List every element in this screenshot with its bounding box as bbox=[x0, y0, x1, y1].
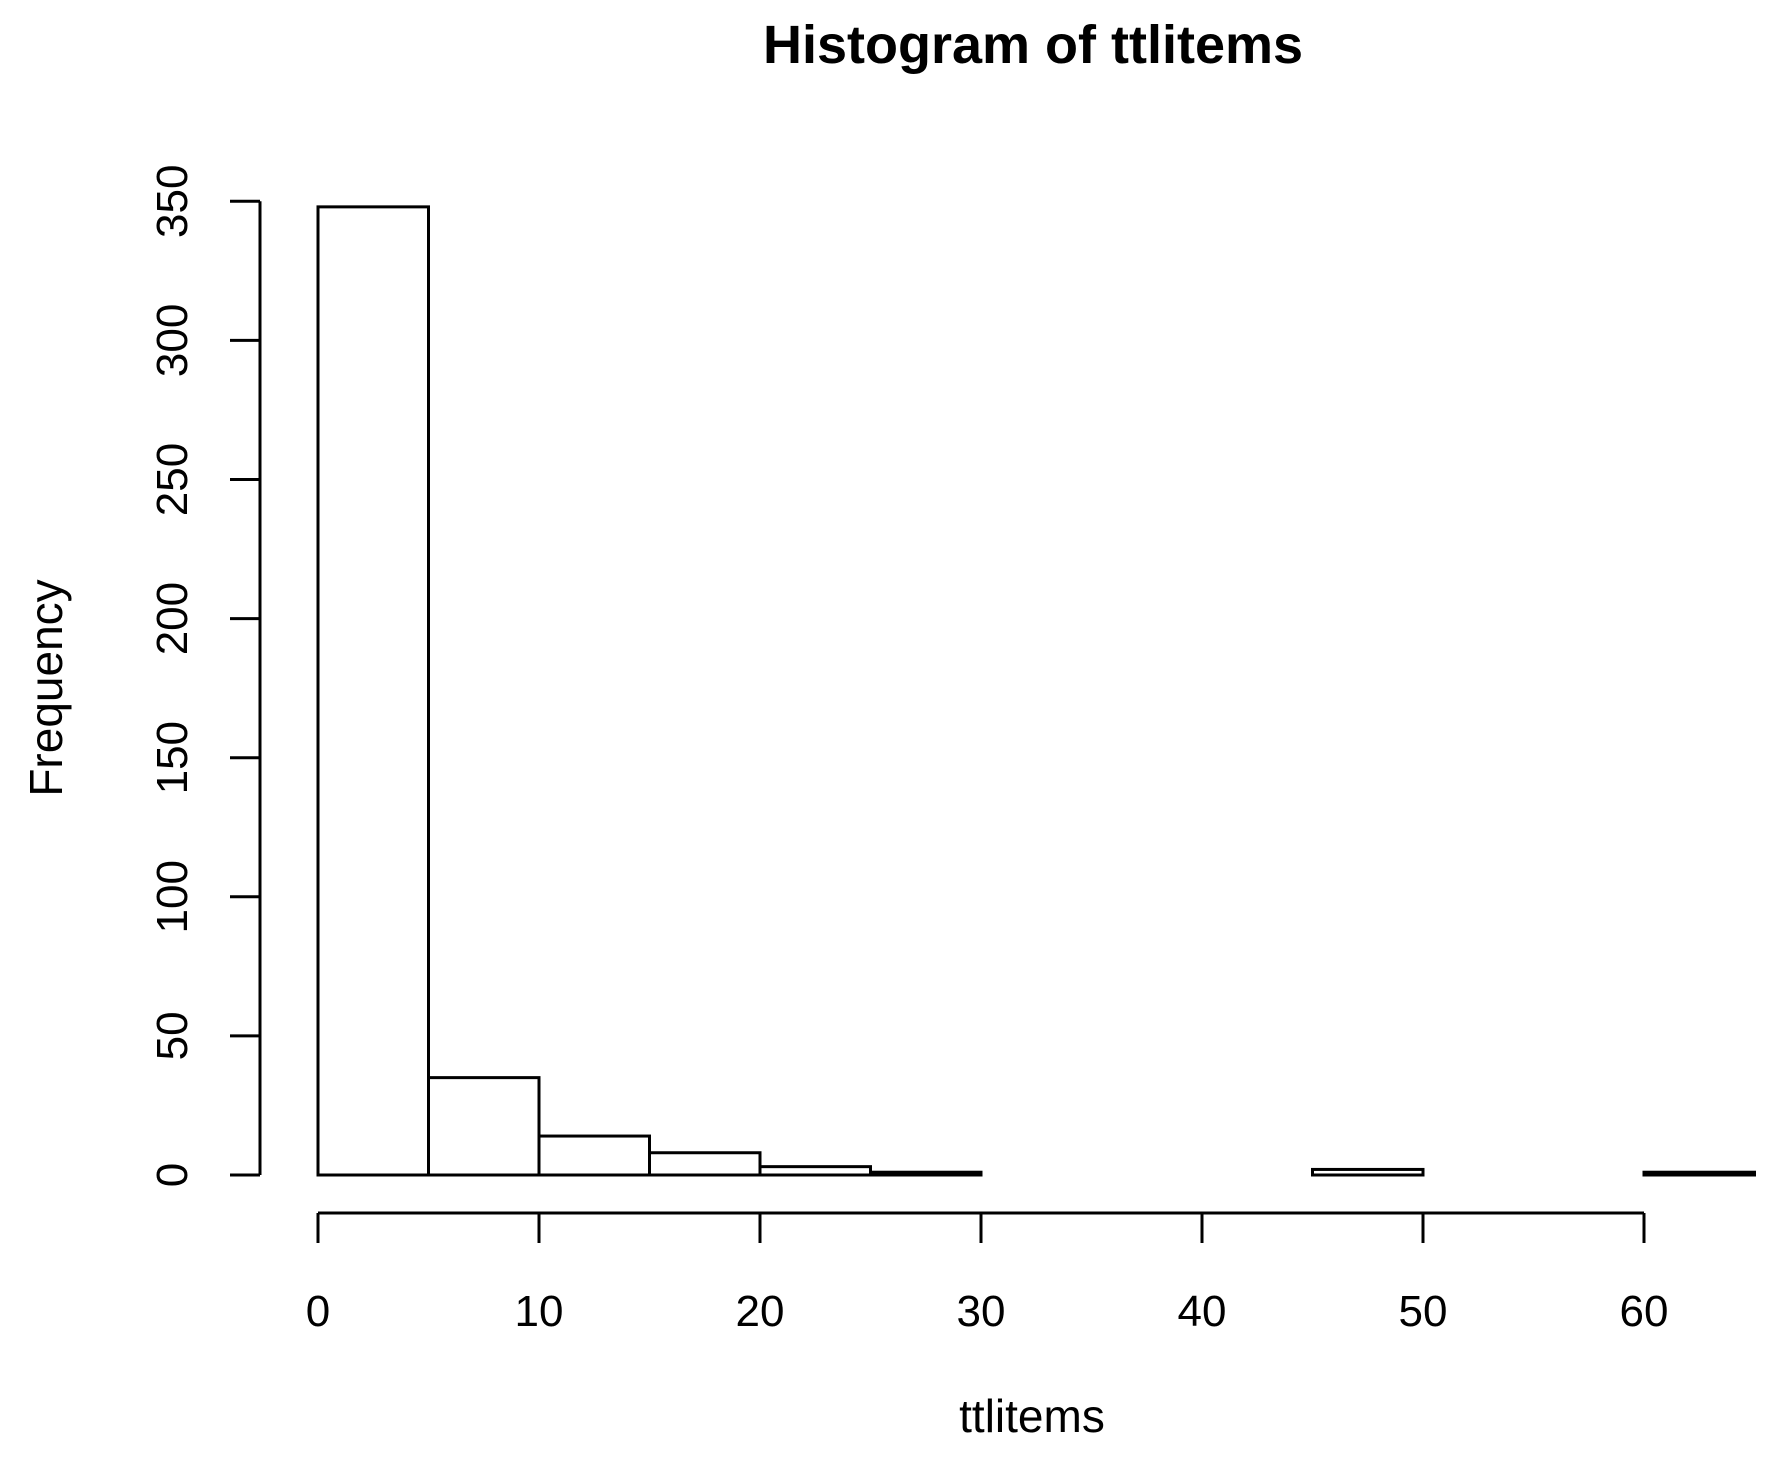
histogram-bar-9 bbox=[1311, 1167, 1425, 1177]
histogram-bar-1 bbox=[427, 1076, 541, 1177]
x-tick-label-2: 20 bbox=[736, 1287, 785, 1336]
y-axis-label: Frequency bbox=[20, 579, 72, 796]
y-axis: 0 50 100 150 200 250 300 350 bbox=[148, 165, 262, 1187]
histogram-bar-12 bbox=[1642, 1170, 1756, 1177]
histogram-bar-3 bbox=[648, 1151, 762, 1177]
x-tick-label-5: 50 bbox=[1399, 1287, 1448, 1336]
y-tick-label-5: 250 bbox=[148, 443, 197, 516]
x-tick-label-3: 30 bbox=[957, 1287, 1006, 1336]
histogram-bar-5 bbox=[869, 1170, 983, 1177]
x-tick-label-6: 60 bbox=[1620, 1287, 1669, 1336]
x-axis-label: ttlitems bbox=[959, 1390, 1105, 1442]
y-tick-label-1: 50 bbox=[148, 1011, 197, 1060]
x-axis: 0 10 20 30 40 50 60 bbox=[306, 1211, 1669, 1336]
histogram-bar-0 bbox=[316, 205, 430, 1177]
y-tick-label-3: 150 bbox=[148, 721, 197, 794]
chart-title: Histogram of ttlitems bbox=[763, 15, 1303, 75]
y-tick-label-4: 200 bbox=[148, 582, 197, 655]
histogram-bars bbox=[316, 205, 1756, 1177]
histogram-bar-2 bbox=[537, 1134, 651, 1177]
x-tick-label-1: 10 bbox=[515, 1287, 564, 1336]
y-tick-label-7: 350 bbox=[148, 165, 197, 238]
histogram-bar-4 bbox=[758, 1165, 872, 1177]
y-tick-label-6: 300 bbox=[148, 304, 197, 377]
y-tick-label-0: 0 bbox=[148, 1163, 197, 1187]
x-tick-label-0: 0 bbox=[306, 1287, 330, 1336]
x-tick-label-4: 40 bbox=[1178, 1287, 1227, 1336]
y-tick-label-2: 100 bbox=[148, 860, 197, 933]
